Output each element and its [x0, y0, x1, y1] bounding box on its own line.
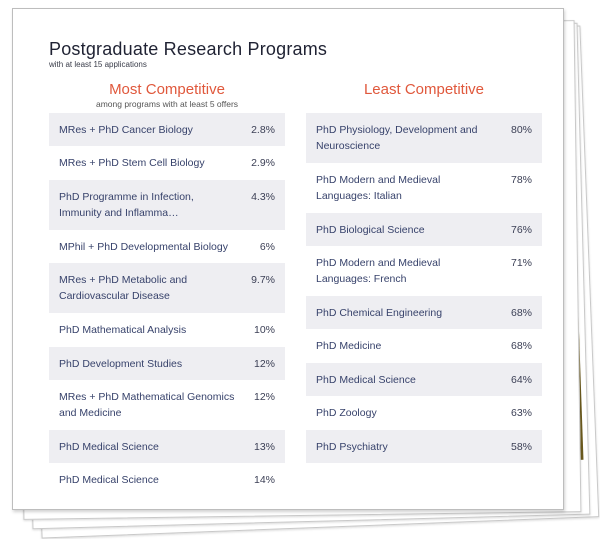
- program-name: MRes + PhD Stem Cell Biology: [59, 157, 205, 169]
- program-name: PhD Biological Science: [316, 224, 425, 236]
- acceptance-rate: 58%: [510, 441, 532, 453]
- program-name: PhD Modern and Medieval Languages: Frenc…: [316, 257, 441, 285]
- program-name: PhD Mathematical Analysis: [59, 324, 187, 336]
- acceptance-rate: 10%: [253, 324, 275, 336]
- acceptance-rate: 2.9%: [251, 157, 275, 169]
- least-competitive-table: PhD Physiology, Development and Neurosci…: [306, 113, 542, 463]
- acceptance-rate: 2.8%: [251, 124, 275, 136]
- acceptance-rate: 13%: [253, 441, 275, 453]
- table-row: PhD Development Studies 12%: [49, 347, 285, 380]
- table-row: PhD Psychiatry 58%: [306, 430, 542, 463]
- program-name: MRes + PhD Mathematical Genomics and Med…: [59, 391, 235, 419]
- table-row: PhD Biological Science 76%: [306, 213, 542, 246]
- program-name: PhD Zoology: [316, 407, 377, 419]
- table-row: PhD Programme in Infection, Immunity and…: [49, 180, 285, 230]
- acceptance-rate: 12%: [253, 358, 275, 370]
- table-row: MPhil + PhD Developmental Biology 6%: [49, 230, 285, 263]
- table-row: PhD Modern and Medieval Languages: Itali…: [306, 163, 542, 213]
- table-row: PhD Zoology 63%: [306, 396, 542, 430]
- acceptance-rate: 4.3%: [251, 191, 275, 203]
- program-name: PhD Development Studies: [59, 358, 183, 370]
- acceptance-rate: 80%: [510, 124, 532, 136]
- most-competitive-table: MRes + PhD Cancer Biology 2.8% MRes + PhD…: [49, 113, 285, 497]
- page-subtitle: with at least 15 applications: [49, 60, 147, 69]
- acceptance-rate: 64%: [510, 374, 532, 386]
- acceptance-rate: 63%: [510, 407, 532, 419]
- acceptance-rate: 68%: [510, 307, 532, 319]
- acceptance-rate: 68%: [510, 340, 532, 352]
- document-page: Postgraduate Research Programs with at l…: [12, 8, 564, 510]
- table-row: MRes + PhD Stem Cell Biology 2.9%: [49, 146, 285, 180]
- program-name: PhD Physiology, Development and Neurosci…: [316, 124, 478, 152]
- acceptance-rate: 71%: [510, 257, 532, 269]
- most-competitive-heading: Most Competitive: [109, 81, 225, 98]
- table-row: PhD Medical Science 64%: [306, 363, 542, 396]
- table-row: PhD Physiology, Development and Neurosci…: [306, 113, 542, 163]
- program-name: PhD Psychiatry: [316, 441, 388, 453]
- program-name: MRes + PhD Metabolic and Cardiovascular …: [59, 274, 188, 302]
- program-name: PhD Medical Science: [59, 441, 159, 453]
- program-name: MRes + PhD Cancer Biology: [59, 124, 193, 136]
- table-row: MRes + PhD Cancer Biology 2.8%: [49, 113, 285, 146]
- program-name: MPhil + PhD Developmental Biology: [59, 241, 228, 253]
- page-title: Postgraduate Research Programs: [49, 39, 328, 59]
- acceptance-rate: 14%: [253, 474, 275, 486]
- table-row: PhD Chemical Engineering 68%: [306, 296, 542, 329]
- least-competitive-heading: Least Competitive: [363, 81, 485, 98]
- table-row: PhD Medical Science 14%: [49, 463, 285, 497]
- acceptance-rate: 9.7%: [251, 274, 275, 286]
- program-name: PhD Medical Science: [59, 474, 159, 486]
- most-competitive-note: among programs with at least 5 offers: [95, 99, 239, 109]
- table-row: MRes + PhD Metabolic and Cardiovascular …: [49, 263, 285, 313]
- program-name: PhD Modern and Medieval Languages: Itali…: [316, 174, 441, 202]
- table-row: MRes + PhD Mathematical Genomics and Med…: [49, 380, 285, 430]
- acceptance-rate: 6%: [259, 241, 275, 253]
- program-name: PhD Medicine: [316, 340, 382, 352]
- program-name: PhD Chemical Engineering: [316, 307, 443, 319]
- table-row: PhD Modern and Medieval Languages: Frenc…: [306, 246, 542, 296]
- acceptance-rate: 12%: [253, 391, 275, 403]
- table-row: PhD Medicine 68%: [306, 329, 542, 363]
- program-name: PhD Programme in Infection, Immunity and…: [59, 191, 194, 219]
- acceptance-rate: 78%: [510, 174, 532, 186]
- acceptance-rate: 76%: [510, 224, 532, 236]
- table-row: PhD Mathematical Analysis 10%: [49, 313, 285, 347]
- program-name: PhD Medical Science: [316, 374, 416, 386]
- table-row: PhD Medical Science 13%: [49, 430, 285, 463]
